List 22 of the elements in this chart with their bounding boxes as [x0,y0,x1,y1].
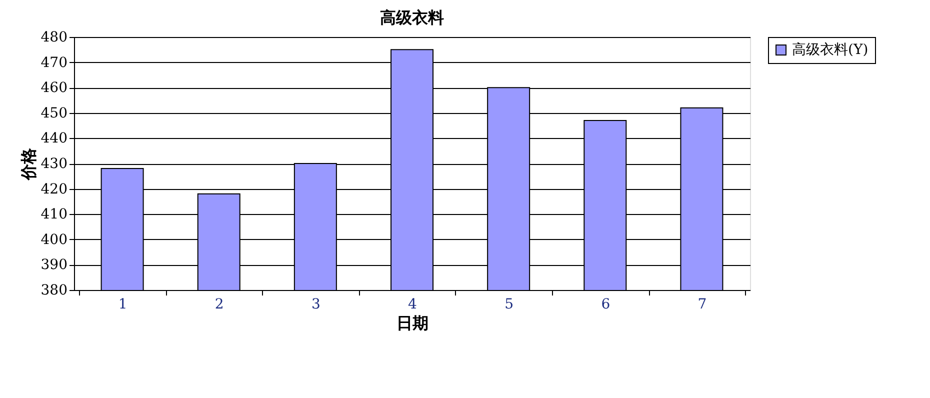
x-tick-label: 3 [311,296,320,312]
y-tick-label: 410 [40,206,68,223]
legend-label: 高级衣料(Y) [792,42,868,58]
x-tick-label: 6 [601,296,610,312]
x-axis-title: 日期 [396,314,428,332]
chart-title: 高级衣料 [380,8,444,27]
x-tick-label: 7 [698,296,707,312]
y-tick-label: 380 [40,282,68,298]
y-tick-label: 450 [40,105,68,122]
x-tick-label: 5 [504,296,514,312]
y-tick-label: 440 [40,130,68,147]
y-tick-label: 390 [40,257,68,274]
y-tick-label: 460 [40,80,68,96]
x-tick-label: 1 [118,296,128,312]
y-tick-label: 480 [40,30,68,46]
y-tick-label: 470 [40,54,68,71]
y-tick-label: 420 [40,181,68,198]
y-tick-label: 400 [40,232,68,248]
y-tick-label: 430 [40,156,68,172]
x-tick-label: 4 [408,296,418,312]
x-tick-label: 2 [214,296,224,312]
y-axis-title: 价格 [18,147,38,181]
